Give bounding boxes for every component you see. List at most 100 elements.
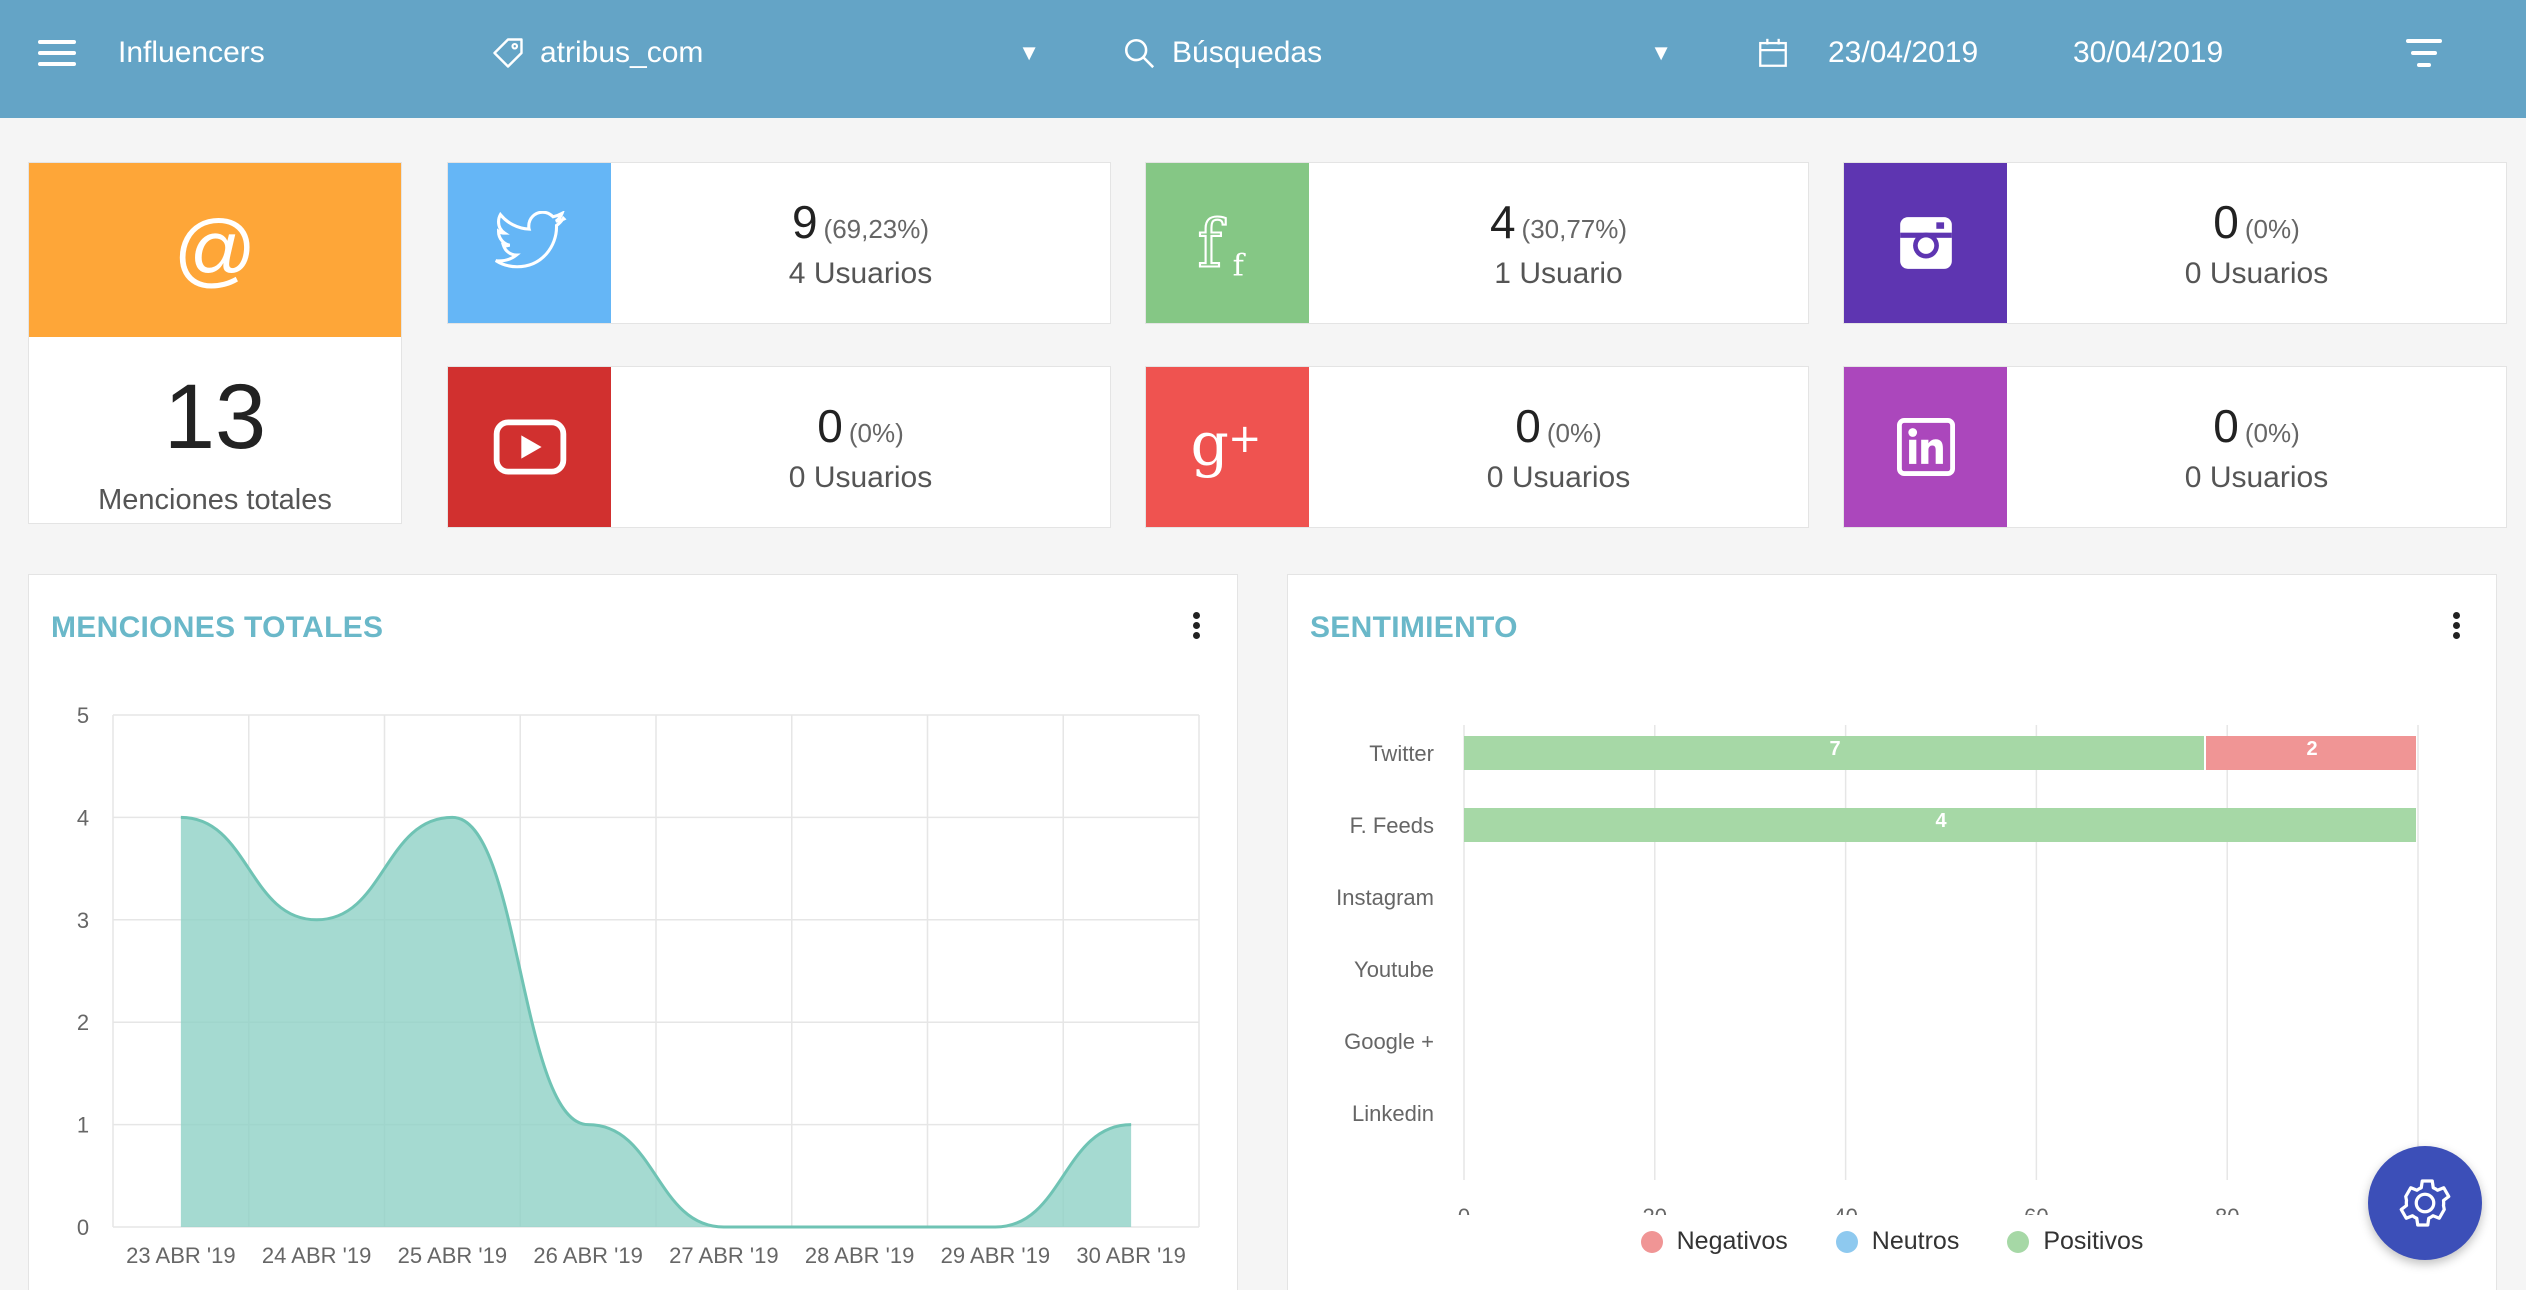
calendar-icon[interactable] xyxy=(1756,0,1790,106)
x-tick-label: 0 xyxy=(1458,1204,1470,1215)
legend-item[interactable]: Neutros xyxy=(1835,1227,1960,1256)
bar-segment xyxy=(1464,808,2416,842)
x-tick-label: 30 ABR '19 xyxy=(1076,1243,1185,1268)
date-to[interactable]: 30/04/2019 xyxy=(2073,36,2224,69)
date-from[interactable]: 23/04/2019 xyxy=(1828,36,1979,69)
mentions-area-chart: 0 1 2 3 4 5 23 ABR '19 24 ABR '19 25 ABR '19 26 A… xyxy=(77,703,1200,1268)
top-bar: Influencers atribus_com ▼ Búsquedas ▼ 23… xyxy=(0,0,2526,118)
twitter-users: 4 Usuarios xyxy=(788,257,933,290)
x-tick-label: 25 ABR '19 xyxy=(398,1243,507,1268)
linkedin-count: 0 xyxy=(2213,400,2239,452)
menu-icon[interactable] xyxy=(38,0,78,106)
twitter-icon xyxy=(448,163,611,323)
facebook-users: 1 Usuario xyxy=(1494,257,1623,290)
linkedin-icon xyxy=(1844,367,2007,527)
y-tick-label: F. Feeds xyxy=(1350,813,1434,838)
facebook-pct: (30,77%) xyxy=(1521,214,1628,244)
y-tick-label: Linkedin xyxy=(1352,1101,1434,1126)
twitter-count: 9 xyxy=(791,196,818,248)
bar-segment xyxy=(1464,736,2204,770)
legend-item[interactable]: Negativos xyxy=(1640,1227,1788,1256)
x-tick-label: 24 ABR '19 xyxy=(262,1243,371,1268)
legend-dot-icon xyxy=(1835,1230,1858,1253)
y-tick-label: Twitter xyxy=(1369,741,1434,766)
youtube-icon xyxy=(448,367,611,527)
x-tick-label: 29 ABR '19 xyxy=(941,1243,1050,1268)
legend-label: Negativos xyxy=(1676,1227,1788,1255)
tag-select-value: atribus_com xyxy=(540,36,704,69)
x-tick-label: 23 ABR '19 xyxy=(126,1243,235,1268)
svg-text:f: f xyxy=(1232,249,1246,281)
linkedin-pct: (0%) xyxy=(2244,418,2300,448)
y-tick-label: 2 xyxy=(77,1010,89,1035)
x-tick-label: 40 xyxy=(1833,1204,1857,1215)
legend-label: Positivos xyxy=(2043,1227,2144,1255)
x-tick-label: 60 xyxy=(2024,1204,2048,1215)
youtube-count: 0 xyxy=(817,400,843,452)
twitter-card: 9 (69,23%) 4 Usuarios xyxy=(447,162,1111,324)
y-tick-label: 0 xyxy=(77,1215,89,1240)
google-plus-pct: (0%) xyxy=(1546,418,1602,448)
y-tick-label: 1 xyxy=(77,1113,89,1138)
linkedin-users: 0 Usuarios xyxy=(2184,461,2329,494)
x-tick-label: 80 xyxy=(2215,1204,2239,1215)
facebook-feeds-icon: f f xyxy=(1146,163,1309,323)
sentiment-panel: SENTIMIENTO 0 20 40 60 80 Twitter 7 2 F. Feeds 4 I… xyxy=(1287,574,2497,1290)
total-mentions-label: Menciones totales xyxy=(98,484,332,516)
y-tick-label: Youtube xyxy=(1354,957,1434,982)
page-title: Influencers xyxy=(118,36,265,69)
instagram-card: 0 (0%) 0 Usuarios xyxy=(1843,162,2507,324)
more-vert-icon[interactable] xyxy=(2451,609,2461,642)
twitter-pct: (69,23%) xyxy=(823,214,930,244)
svg-text:g: g xyxy=(1190,414,1228,480)
at-icon: @ xyxy=(29,163,401,337)
area-line xyxy=(180,815,1132,1229)
google-plus-card: g + 0 (0%) 0 Usuarios xyxy=(1145,366,1809,528)
legend-dot-icon xyxy=(2007,1230,2030,1253)
gear-icon xyxy=(2399,1179,2451,1227)
sentiment-panel-title: SENTIMIENTO xyxy=(1310,611,1518,644)
bar-value-label: 4 xyxy=(1935,810,1947,832)
bar-value-label: 2 xyxy=(2306,738,2317,760)
legend-label: Neutros xyxy=(1871,1227,1960,1255)
more-vert-icon[interactable] xyxy=(1191,609,1201,642)
filter-icon[interactable] xyxy=(2406,0,2442,106)
search-select[interactable]: Búsquedas ▼ xyxy=(1122,0,1672,106)
x-tick-label: 27 ABR '19 xyxy=(669,1243,778,1268)
google-plus-count: 0 xyxy=(1515,400,1541,452)
legend-dot-icon xyxy=(1640,1230,1663,1253)
sentiment-bar-chart: 0 20 40 60 80 Twitter 7 2 F. Feeds 4 Instagram Yout… xyxy=(1336,725,2419,1215)
x-tick-label: 28 ABR '19 xyxy=(805,1243,914,1268)
instagram-users: 0 Usuarios xyxy=(2184,257,2329,290)
youtube-card: 0 (0%) 0 Usuarios xyxy=(447,366,1111,528)
tag-icon xyxy=(493,38,523,68)
bar-value-label: 7 xyxy=(1829,738,1840,760)
svg-text:+: + xyxy=(1228,416,1262,462)
total-mentions-card: @ 13 Menciones totales xyxy=(28,162,402,524)
instagram-pct: (0%) xyxy=(2244,214,2300,244)
y-tick-label: 4 xyxy=(77,805,89,830)
legend-item[interactable]: Positivos xyxy=(2007,1227,2143,1256)
youtube-users: 0 Usuarios xyxy=(788,461,933,494)
area-fill xyxy=(180,817,1132,1227)
youtube-pct: (0%) xyxy=(848,418,904,448)
search-icon xyxy=(1124,38,1155,69)
settings-fab-button[interactable] xyxy=(2368,1146,2482,1260)
bar-segment xyxy=(2206,736,2416,770)
search-select-value: Búsquedas xyxy=(1172,36,1323,69)
x-tick-label: 20 xyxy=(1643,1204,1667,1215)
instagram-icon xyxy=(1844,163,2007,323)
facebook-count: 4 xyxy=(1489,196,1516,248)
instagram-count: 0 xyxy=(2213,196,2239,248)
x-tick-label: 26 ABR '19 xyxy=(533,1243,642,1268)
svg-text:f: f xyxy=(1197,206,1226,281)
tag-select[interactable]: atribus_com ▼ xyxy=(490,0,1040,106)
y-tick-label: 5 xyxy=(77,703,89,728)
mentions-panel: MENCIONES TOTALES 0 1 2 3 4 5 23 ABR '19 24 ABR… xyxy=(28,574,1238,1290)
y-tick-label: Google + xyxy=(1344,1029,1434,1054)
y-tick-label: Instagram xyxy=(1336,885,1434,910)
chart-legend: Negativos Neutros Positivos xyxy=(1288,1227,2496,1256)
google-plus-icon: g + xyxy=(1146,367,1309,527)
y-tick-label: 3 xyxy=(77,908,89,933)
facebook-card: f f 4 (30,77%) 1 Usuario xyxy=(1145,162,1809,324)
